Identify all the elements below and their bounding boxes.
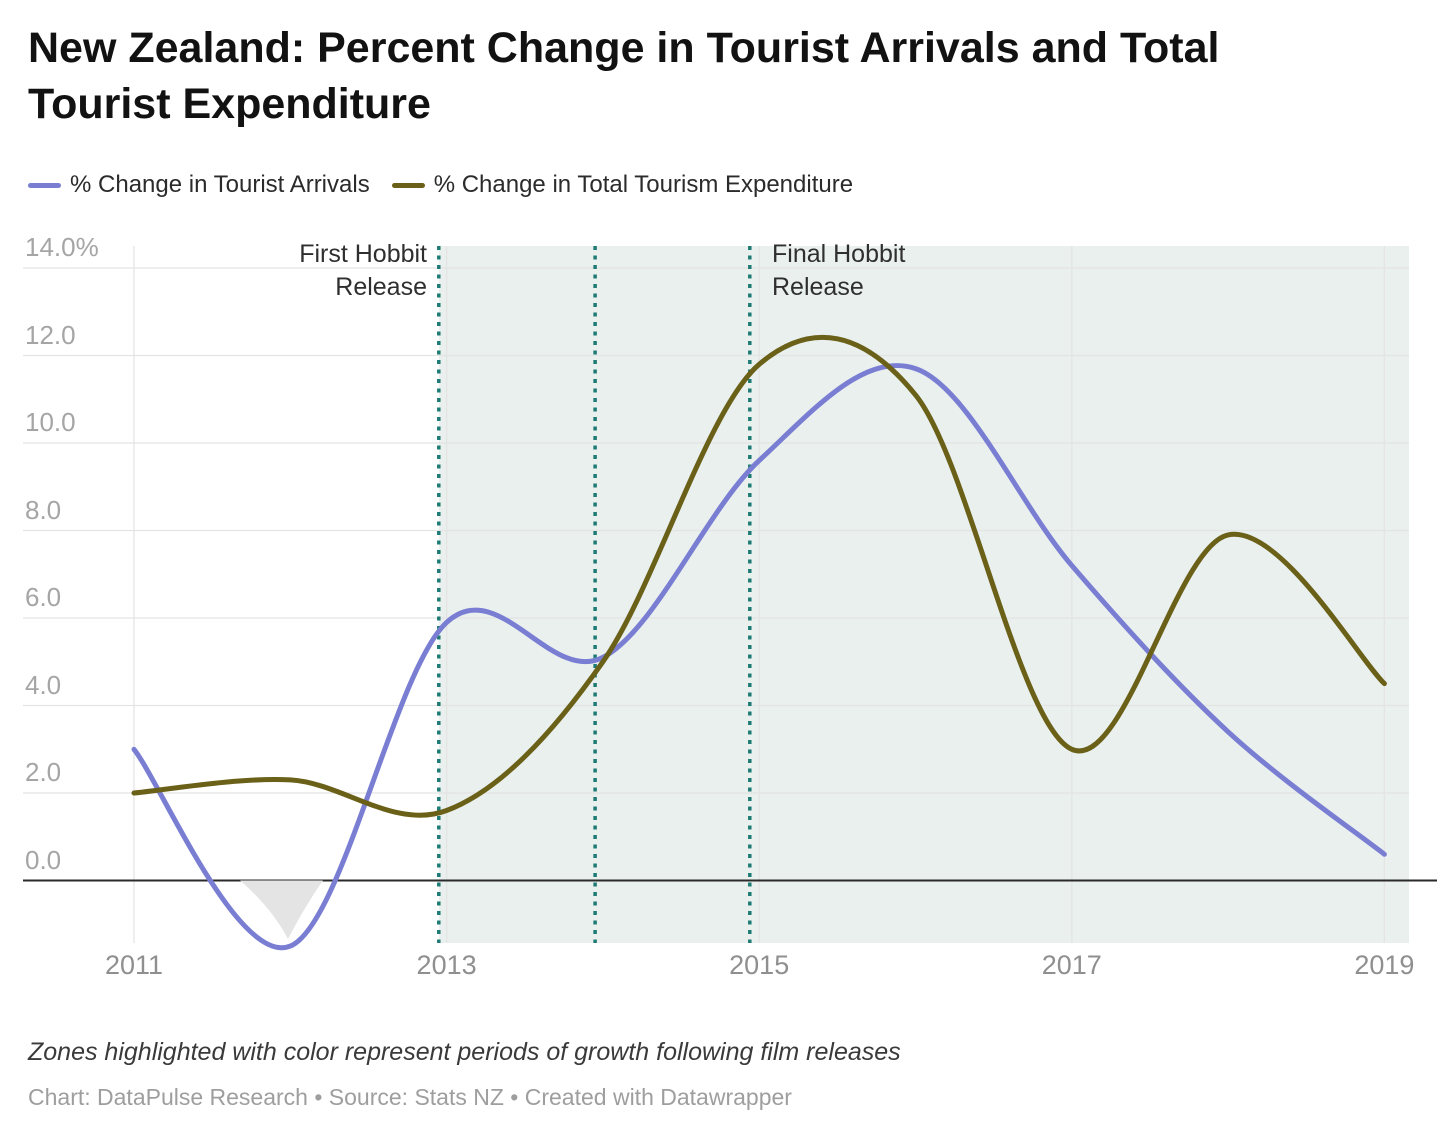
y-tick-label-2.0: 2.0 [25, 757, 62, 787]
x-tick-label-2011: 2011 [104, 950, 164, 980]
y-tick-label-4.0: 4.0 [25, 669, 62, 700]
page-title-line2: Tourist Expenditure [28, 80, 431, 128]
chart-credit: Chart: DataPulse Research • Source: Stat… [28, 1084, 792, 1110]
x-tick-label-2017: 2017 [1041, 950, 1102, 980]
legend-swatch-icon [391, 182, 425, 188]
y-tick-label-14.0%: 14.0% [25, 232, 99, 262]
negative-dip-shade [240, 880, 323, 939]
x-tick-label-2013: 2013 [416, 950, 477, 980]
chart-legend: % Change in Tourist Arrivals % Change in … [28, 170, 853, 200]
legend-swatch-icon [28, 182, 61, 188]
annotation-final-line2: Release [772, 273, 864, 301]
annotation-final-hobbit-release: Final Hobbit Release [772, 238, 1132, 304]
legend-item-tourist-arrivals: % Change in Tourist Arrivals [28, 171, 370, 199]
annotation-first-hobbit-release: First Hobbit Release [67, 238, 427, 304]
x-tick-label-2019: 2019 [1354, 950, 1415, 980]
chart-footnote: Zones highlighted with color represent p… [28, 1038, 901, 1066]
legend-label: % Change in Tourist Arrivals [70, 171, 370, 198]
legend-item-tourism-expenditure: % Change in Total Tourism Expenditure [391, 171, 854, 199]
series-line-tourism-expenditure [131, 334, 1387, 818]
page-title-line1: New Zealand: Percent Change in Tourist A… [28, 24, 1220, 72]
y-tick-label-6.0: 6.0 [25, 582, 62, 612]
annotation-first-line2: Release [335, 273, 427, 301]
page-title: New Zealand: Percent Change in Tourist A… [28, 20, 1383, 132]
annotation-first-line1: First Hobbit [299, 240, 427, 268]
y-tick-label-0.0: 0.0 [25, 844, 62, 875]
y-tick-label-8.0: 8.0 [25, 494, 62, 525]
annotation-final-line1: Final Hobbit [772, 240, 906, 268]
series-line-tourist-arrivals [131, 363, 1387, 951]
x-tick-label-2015: 2015 [729, 950, 790, 980]
y-tick-label-10.0: 10.0 [25, 407, 76, 437]
legend-label: % Change in Total Tourism Expenditure [433, 171, 854, 198]
film-growth-highlight-zone [438, 246, 1409, 943]
y-tick-label-12.0: 12.0 [25, 319, 76, 350]
